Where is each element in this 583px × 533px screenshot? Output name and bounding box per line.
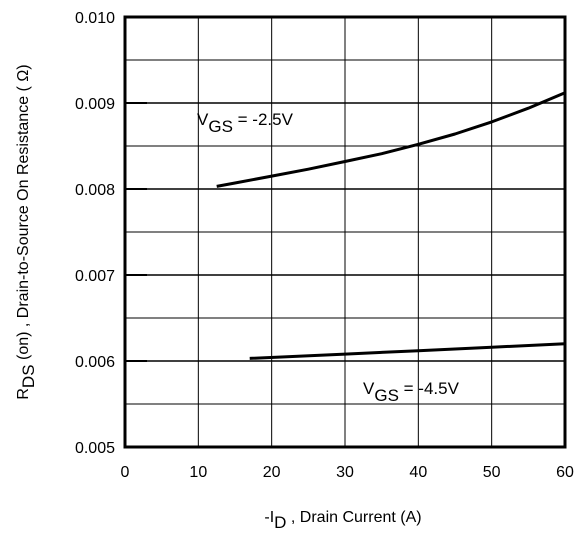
plot-border (123, 15, 567, 449)
x-tick-label-3: 30 (336, 464, 354, 481)
x-tick-label-2: 20 (263, 464, 281, 481)
x-axis-label: -ID , Drain Current (A) (264, 509, 421, 532)
series-line-1 (249, 342, 566, 360)
x-tick-label-0: 0 (121, 464, 130, 481)
tick-labels: 0 10 20 30 40 50 60 0.005 0.006 0.007 0.008 0.009 0.… (75, 10, 574, 481)
y-tick-label-4: 0.009 (75, 96, 115, 113)
series-line-0 (216, 91, 566, 188)
y-tick-label-1: 0.006 (75, 354, 115, 371)
y-tick-label-5: 0.010 (75, 10, 115, 27)
x-tick-label-1: 10 (189, 464, 207, 481)
y-tick-label-3: 0.008 (75, 182, 115, 199)
plot-frame (123, 15, 567, 449)
grid (125, 17, 565, 447)
y-tick-label-2: 0.007 (75, 268, 115, 285)
y-axis-label: RDS (on) , Drain-to-Source On Resistance… (15, 64, 38, 399)
y-tick-label-0: 0.005 (75, 440, 115, 457)
series-label-vgs-4-5: VGS = -4.5V (363, 379, 460, 405)
x-tick-label-6: 60 (556, 464, 574, 481)
x-tick-label-4: 40 (409, 464, 427, 481)
series-layer (216, 91, 566, 360)
series-label-vgs-2-5: VGS = -2.5V (197, 110, 294, 136)
x-tick-label-5: 50 (483, 464, 501, 481)
